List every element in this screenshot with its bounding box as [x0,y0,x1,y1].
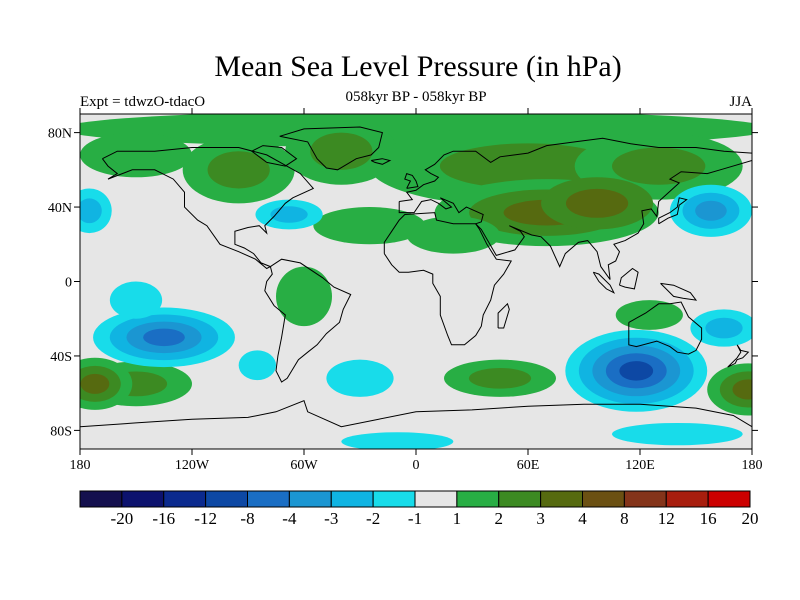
lat-tick-label: 0 [65,276,72,291]
lat-tick-label: 80S [50,424,72,439]
far-east-pacific-high-level-3 [80,373,110,394]
madagascar-coast [497,302,510,329]
tropical-pacific-low-level-1 [109,281,163,319]
lon-tick-label: 180 [70,458,91,473]
eurasia-high-level-2 [439,143,617,189]
colorbar-swatch [456,490,500,508]
coastlines [80,126,752,428]
tibet-high-level-2 [565,188,629,218]
north-america-high-level-2 [207,151,270,189]
colorbar-label: 3 [536,509,545,528]
colorbar-label: -3 [324,509,338,528]
colorbar-swatch [247,490,290,508]
colorbar-label: -16 [152,509,175,528]
lon-tick-label: 0 [413,458,420,473]
alaska-high-level-1 [80,132,192,178]
lon-tick-label: 180 [742,458,763,473]
latitude-axis: 80N 40N 0 40S 80S [48,127,758,439]
north-pacific-low-west-level-2 [80,198,102,224]
colorbar-label: -2 [366,509,380,528]
longitude-axis: 180 120W 60W 0 60E 120E 180 [70,108,763,473]
south-america-high-level-1 [276,266,332,327]
lat-tick-label: 80N [48,127,72,142]
lat-tick-label: 40S [50,350,72,365]
lon-tick-label: 120E [625,458,655,473]
south-pacific-high-level-3 [732,379,752,400]
uk-coast [404,172,419,189]
colorbar-label: 16 [700,509,717,528]
colorbar-swatch [121,490,165,508]
colorbar-swatch [79,490,123,508]
borneo-coast [619,267,639,290]
africa-coast [383,212,513,346]
atlantic-high-level-1 [313,207,426,245]
colorbar-swatch [665,490,709,508]
south-atlantic-low-level-1 [326,359,394,397]
japan-coast [658,197,688,225]
pressure-field [80,114,752,449]
colorbar-swatch [623,490,667,508]
indian-ocean-low-level-5 [619,361,654,381]
greenland-coast [279,126,384,171]
new-guinea-coast [660,282,698,301]
colorbar-label: -20 [111,509,134,528]
eurasia-coast [398,137,752,280]
colorbar-swatch [414,490,458,508]
colorbar-label: -1 [408,509,422,528]
map-subtitle: 058kyr BP - 058kyr BP [345,89,487,105]
colorbar-label: 1 [453,509,462,528]
colorbar-swatch [330,490,374,508]
colorbar-swatch [372,490,416,508]
sumatra-coast [592,271,616,294]
colorbar-label: 2 [495,509,504,528]
lon-tick-label: 120W [175,458,210,473]
north-africa-high-level-1 [406,216,501,254]
north-america-coast [102,147,315,270]
south-atlantic-high-level-2 [468,367,532,389]
australia-high-level-1 [615,300,683,330]
colorbar-swatch [163,490,207,508]
colorbar-label: 20 [742,509,759,528]
antarctica-coast [80,399,752,428]
antarctic-low-level-1 [341,432,454,449]
siberia-high-level-2 [612,147,706,185]
south-pacific-low-level-4 [143,328,185,347]
map-title: Mean Sea Level Pressure (in hPa) [214,50,622,83]
new-zealand-coast [727,344,750,368]
colorbar-swatch [288,490,332,508]
greenland-high-level-2 [310,132,373,170]
colorbar-swatch [540,490,583,508]
lat-tick-label: 40N [48,201,72,216]
colorbar-swatch [707,490,751,508]
ross-low-level-1 [612,422,743,446]
iceland-coast [370,158,392,165]
colorbar-swatch [205,490,248,508]
colorbar-label: 8 [620,509,629,528]
colorbar-label: -8 [240,509,254,528]
colorbar: -20 -16 -12 -8 -4 -3 -2 -1 1 2 3 4 8 12 16 20 [79,490,759,528]
map-panel [80,114,752,449]
chile-low-level-1 [238,350,276,381]
season-label: JJA [729,94,752,110]
colorbar-label: -4 [282,509,297,528]
colorbar-label: 4 [578,509,587,528]
colorbar-swatch [498,490,542,508]
lon-tick-label: 60E [517,458,540,473]
experiment-label: Expt = tdwzO-tdacO [80,94,206,110]
south-america-coast [264,258,352,383]
colorbar-swatch [582,490,625,508]
australia-coast [628,301,703,355]
colorbar-label: 12 [658,509,675,528]
indonesia-low-level-2 [705,317,743,339]
north-pacific-low-east-level-3 [695,200,727,221]
baffin-coast [250,145,298,167]
lon-tick-label: 60W [290,458,318,473]
colorbar-label: -12 [194,509,217,528]
